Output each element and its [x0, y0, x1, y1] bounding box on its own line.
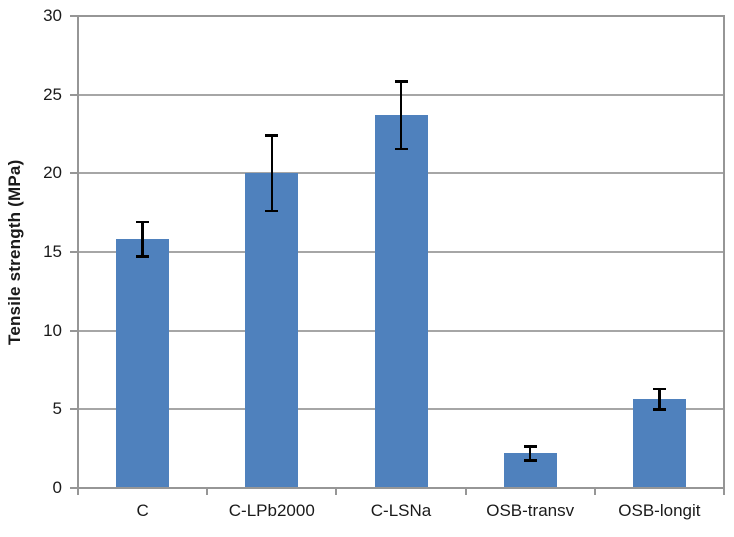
y-tick-label: 5 [52, 399, 62, 419]
x-tick-label: OSB-longit [618, 501, 701, 520]
bar-C-LPb2000 [245, 173, 299, 487]
error-bar-cap-bottom [652, 408, 666, 411]
error-bar-cap-top [265, 134, 279, 137]
error-bar [528, 446, 532, 461]
y-tick-mark [70, 93, 77, 96]
y-tick-mark [70, 329, 77, 332]
x-tick-mark [464, 489, 467, 495]
x-tick-label: C-LPb2000 [228, 501, 315, 520]
y-tick-mark [70, 408, 77, 411]
x-tick-label: C [136, 501, 149, 520]
y-tick-mark [70, 251, 77, 253]
bar-OSB-longit [632, 399, 686, 487]
x-tick-mark [593, 489, 596, 495]
x-axis-line [77, 487, 725, 489]
x-tick-mark [723, 489, 725, 495]
error-bar-cap-bottom [394, 147, 408, 151]
x-tick-mark [335, 489, 338, 495]
error-bar [141, 222, 144, 257]
bar-C-LSNa [374, 115, 428, 487]
y-tick-label: 15 [43, 242, 62, 261]
bar-C [116, 239, 170, 487]
y-tick-mark [70, 15, 77, 17]
error-bar [399, 81, 403, 149]
error-bar [658, 388, 661, 410]
error-bar-cap-bottom [523, 459, 537, 462]
error-bar-cap-top [394, 80, 408, 83]
x-tick-mark [206, 489, 209, 495]
y-tick-label: 25 [43, 84, 62, 104]
y-tick-mark [70, 172, 77, 175]
y-tick-mark [70, 487, 77, 489]
error-bar [270, 135, 274, 212]
error-bar-cap-top [523, 445, 537, 448]
y-tick-label: 10 [43, 320, 62, 340]
error-bar-cap-top [136, 220, 150, 224]
x-tick-label: OSB-transv [486, 501, 575, 520]
x-tick-mark [77, 489, 79, 495]
plot-border-top [77, 15, 725, 17]
plot-border-right [723, 15, 725, 489]
error-bar-cap-top [652, 387, 666, 391]
x-tick-label: C-LSNa [370, 501, 432, 520]
error-bar-cap-bottom [136, 255, 150, 258]
error-bar-cap-bottom [265, 209, 279, 213]
y-tick-label: 0 [52, 478, 62, 497]
y-tick-label: 30 [43, 6, 62, 25]
y-axis-line [77, 15, 79, 489]
y-tick-label: 20 [43, 163, 62, 183]
